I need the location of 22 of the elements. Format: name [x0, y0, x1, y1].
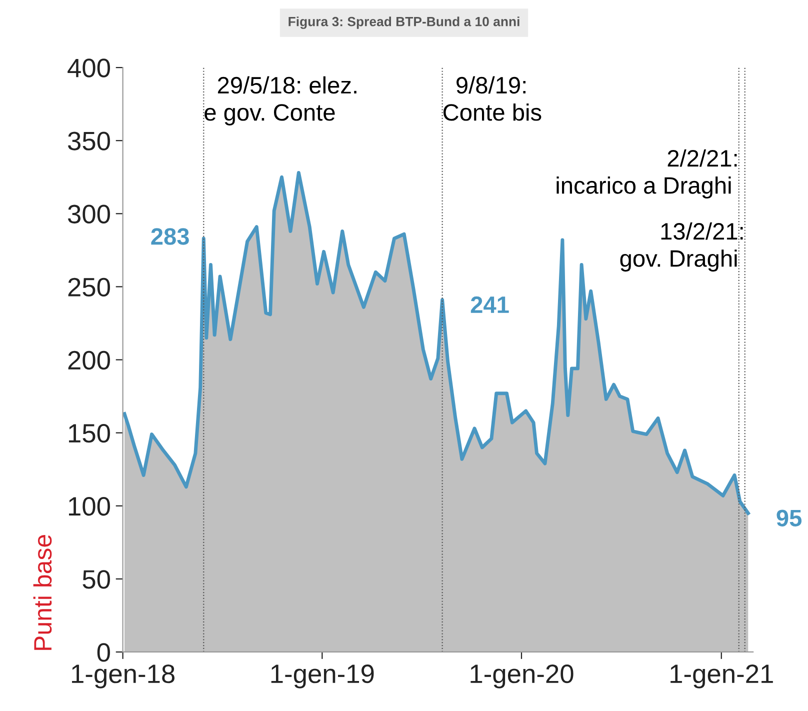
y-tick-label: 200: [68, 350, 110, 370]
annotation: 95: [776, 510, 802, 526]
y-tick-label: 300: [68, 204, 110, 224]
ref-line-label: 9/8/19: Conte bis: [444, 76, 542, 121]
annotation: 241: [470, 296, 509, 313]
y-tick-label: 50: [82, 570, 110, 589]
ref-line-label: 13/2/21: gov. Draghi: [620, 222, 743, 272]
y-tick-label: 350: [68, 132, 110, 150]
ref-line-label: 29/5/18: elez. e gov. Conte: [204, 76, 356, 126]
x-tick-label: 1-gen-19: [271, 664, 374, 688]
y-tick-label: 400: [68, 58, 110, 78]
y-tick-label: 0: [97, 643, 110, 662]
x-tick-label: 1-gen-18: [72, 664, 174, 688]
chart-title: Figura 3: Spread BTP-Bund a 10 anni: [288, 16, 520, 29]
x-tick-label: 1-gen-21: [670, 664, 773, 688]
y-axis-title: Punti base: [33, 534, 52, 650]
annotation: 283: [151, 228, 189, 245]
y-tick-label: 250: [68, 278, 110, 297]
y-tick-label: 150: [69, 424, 110, 443]
x-tick-label: 1-gen-20: [470, 664, 574, 688]
y-tick-label: 100: [69, 497, 110, 516]
ref-line-label: 2/2/21: incarico a Draghi: [556, 149, 737, 199]
